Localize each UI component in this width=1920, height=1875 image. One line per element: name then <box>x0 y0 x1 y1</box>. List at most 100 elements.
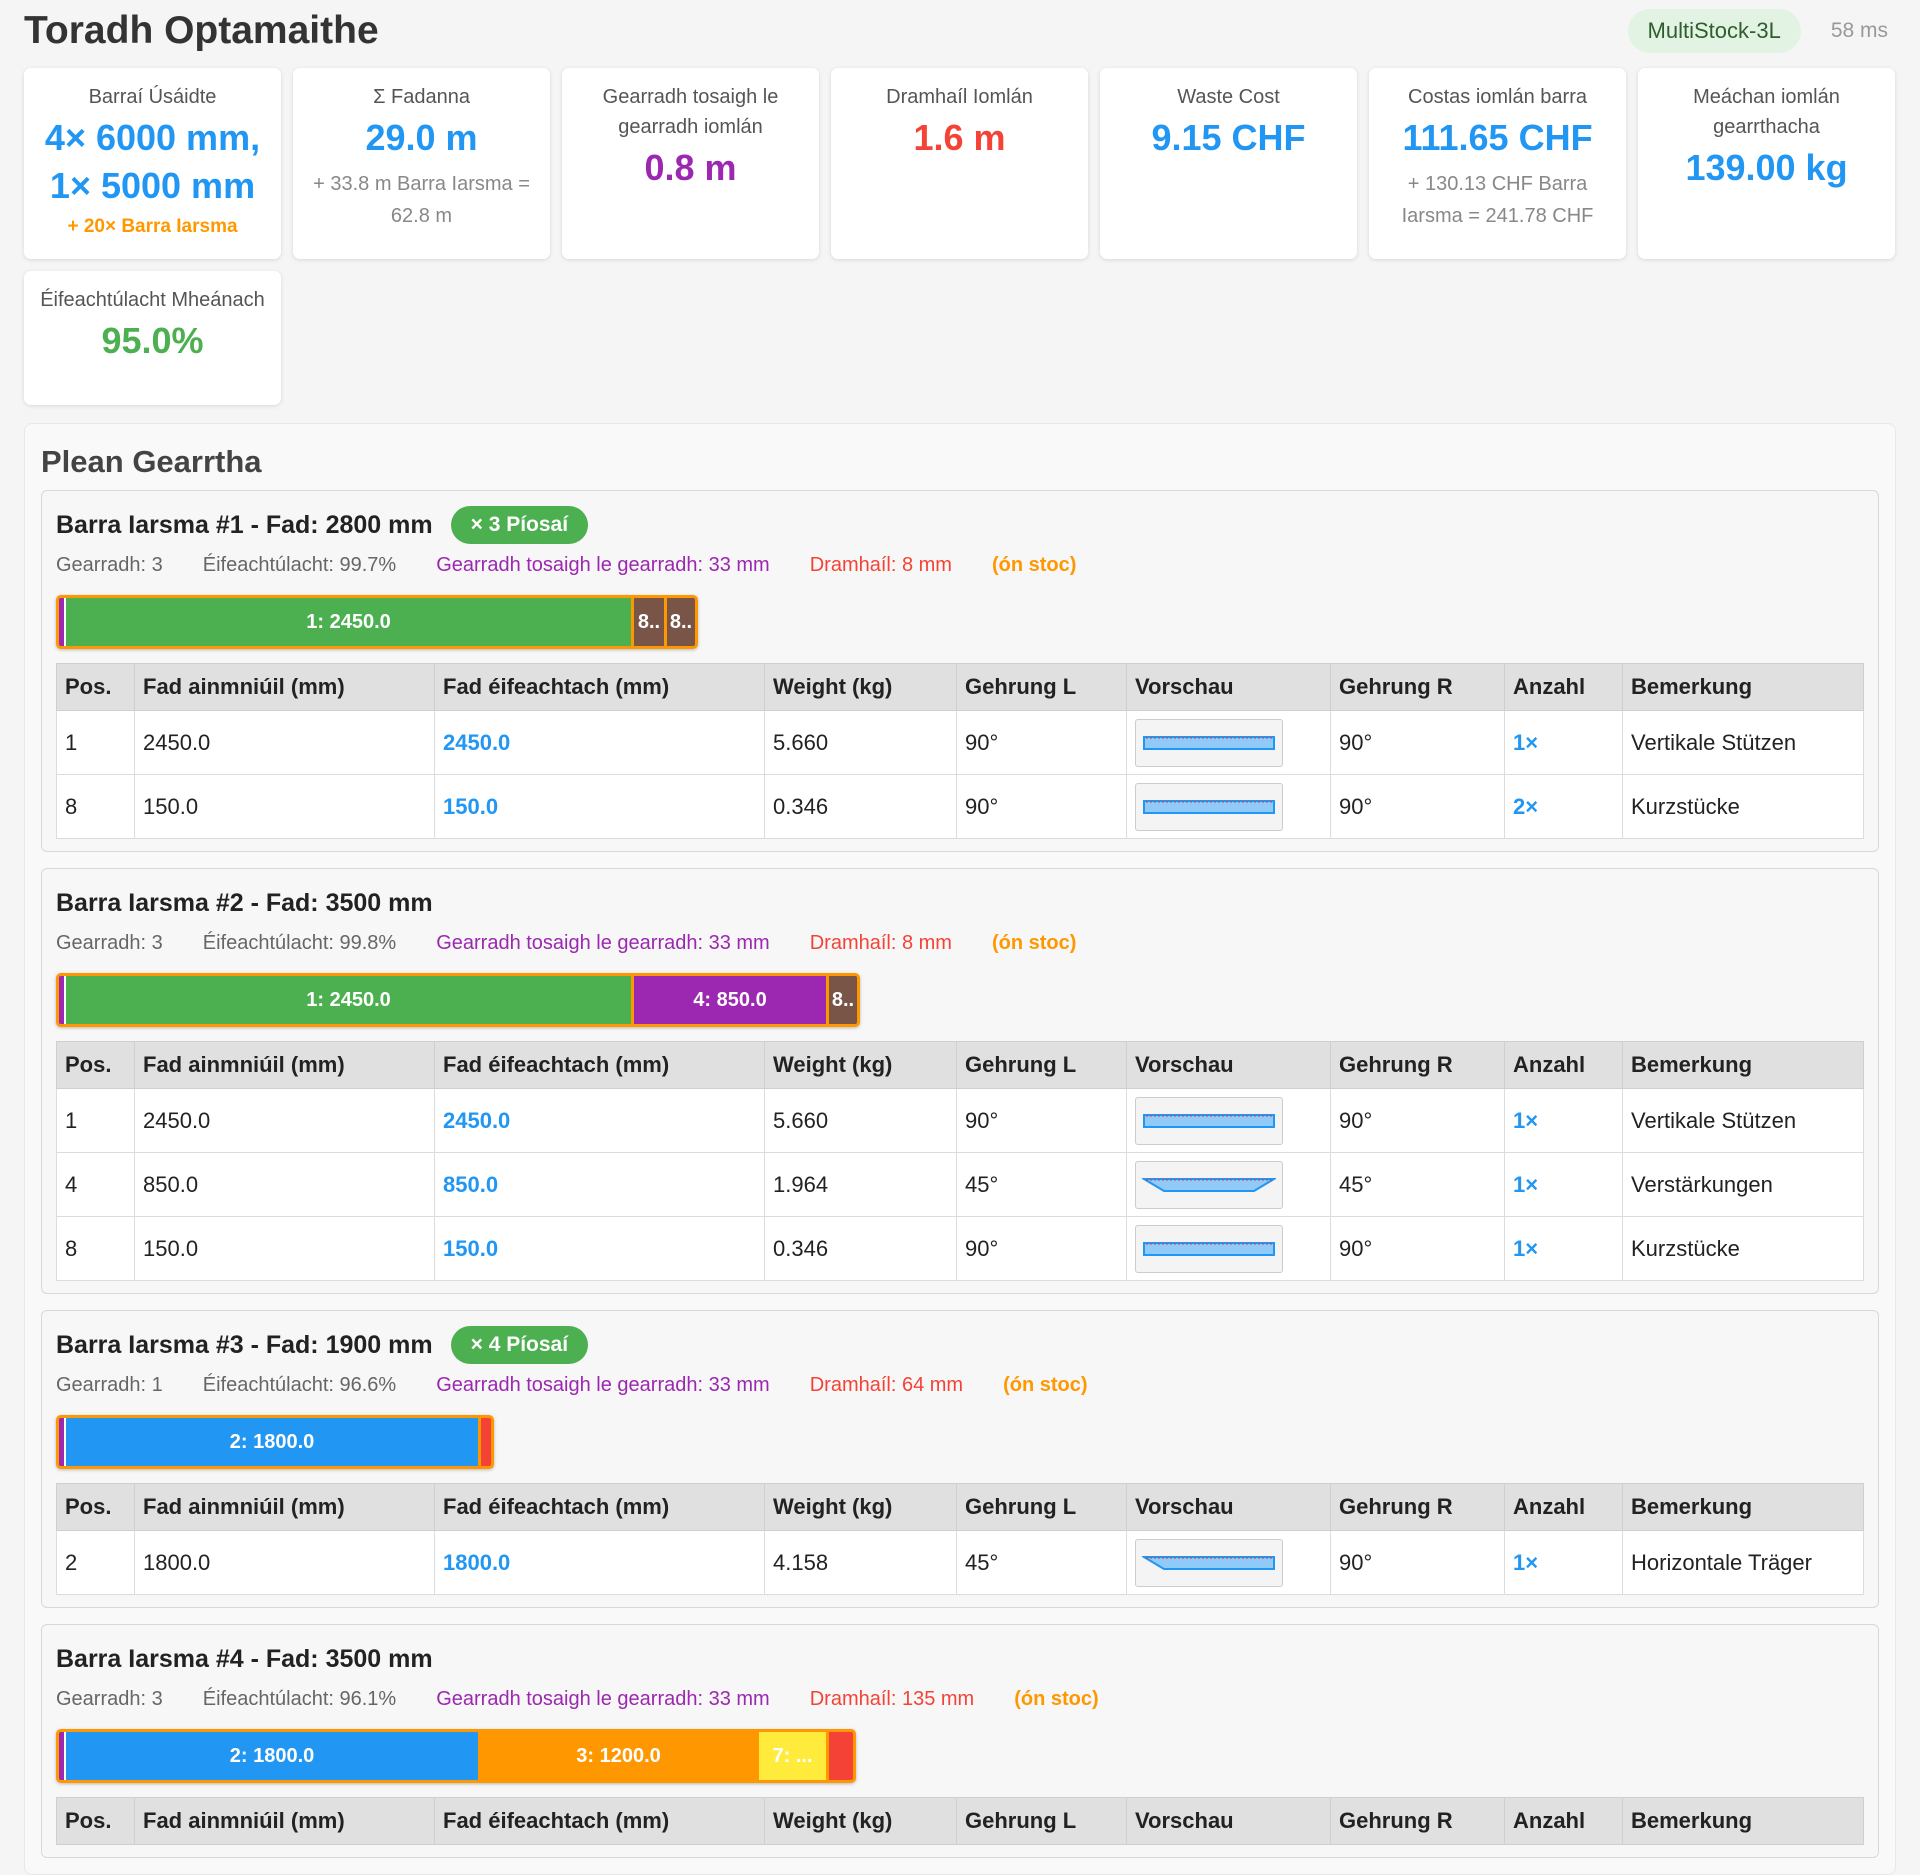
total-cost-value: 111.65 CHF <box>1402 117 1593 158</box>
waste-value: 1.6 m <box>913 117 1006 158</box>
column-header: Gehrung L <box>956 1041 1127 1089</box>
nominal-length-cell: 2450.0 <box>134 710 435 775</box>
profile-preview <box>1135 782 1283 831</box>
cuts-count: Gearradh: 3 <box>56 1687 163 1710</box>
effective-length-cell: 150.0 <box>434 1216 765 1281</box>
count-cell: 1× <box>1504 710 1623 775</box>
column-header: Gehrung R <box>1330 1797 1505 1845</box>
weight-value: 139.00 kg <box>1685 147 1848 188</box>
preview-cell <box>1126 1088 1331 1153</box>
column-header: Weight (kg) <box>764 1041 957 1089</box>
bars-used-line2: 1× 5000 mm <box>49 165 256 206</box>
bar-header: Barra Iarsma #2 - Fad: 3500 mm <box>56 883 1864 923</box>
preview-cell <box>1126 1152 1331 1217</box>
column-header: Fad ainmniúil (mm) <box>134 1797 435 1845</box>
weight-cell: 5.660 <box>764 710 957 775</box>
effective-length-cell: 1800.0 <box>434 1530 765 1595</box>
weight-card: Meáchan iomlán gearrthacha 139.00 kg <box>1638 68 1895 259</box>
bar-visualization: 2: 1800.0 <box>56 1415 494 1469</box>
piece-segment: 2: 1800.0 <box>66 1418 481 1466</box>
miter-left-cell: 90° <box>956 710 1127 775</box>
miter-left-cell: 90° <box>956 774 1127 839</box>
profile-shape <box>1142 1177 1276 1192</box>
efficiency-label: Éifeachtúlacht Mheánach <box>40 289 265 311</box>
profile-preview <box>1135 718 1283 767</box>
waste-cost-label: Waste Cost <box>1177 86 1280 108</box>
preview-cell <box>1126 1216 1331 1281</box>
nominal-length-cell: 150.0 <box>134 1216 435 1281</box>
bar-efficiency: Éifeachtúlacht: 99.8% <box>202 931 397 954</box>
kerf-start-marker <box>59 976 66 1024</box>
bars-used-card: Barraí Úsáidte 4× 6000 mm, 1× 5000 mm + … <box>24 68 281 259</box>
column-header: Vorschau <box>1126 1797 1331 1845</box>
waste-segment <box>829 1732 853 1780</box>
kerf-label: Gearradh tosaigh le gearradh iomlán <box>602 86 779 138</box>
column-header: Bemerkung <box>1622 1483 1864 1531</box>
column-header: Fad éifeachtach (mm) <box>434 1483 765 1531</box>
profile-shape <box>1143 1241 1275 1256</box>
bar-waste: Dramhaíl: 8 mm <box>809 931 952 954</box>
column-header: Fad éifeachtach (mm) <box>434 1797 765 1845</box>
column-header: Gehrung R <box>1330 1483 1505 1531</box>
kerf-start-marker <box>59 598 66 646</box>
column-header: Fad ainmniúil (mm) <box>134 663 435 711</box>
count-cell: 1× <box>1504 1088 1623 1153</box>
kerf-start-marker <box>59 1418 66 1466</box>
count-cell: 1× <box>1504 1530 1623 1595</box>
piece-segment: 8.. <box>829 976 857 1024</box>
pieces-table: Pos. Fad ainmniúil (mm) Fad éifeachtach (m… <box>56 1041 1864 1281</box>
bar-header: Barra Iarsma #1 - Fad: 2800 mm × 3 Píosaí <box>56 505 1864 545</box>
piece-segment: 2: 1800.0 <box>66 1732 481 1780</box>
remnant-bar-section: Barra Iarsma #1 - Fad: 2800 mm × 3 Píosaí… <box>41 490 1879 852</box>
column-header: Fad ainmniúil (mm) <box>134 1483 435 1531</box>
waste-cost-card: Waste Cost 9.15 CHF <box>1100 68 1357 259</box>
column-header: Gehrung L <box>956 1797 1127 1845</box>
pieces-table: Pos. Fad ainmniúil (mm) Fad éifeachtach (m… <box>56 663 1864 839</box>
table-header-row: Pos. Fad ainmniúil (mm) Fad éifeachtach (m… <box>56 663 1864 711</box>
remnant-bar-section: Barra Iarsma #2 - Fad: 3500 mm Gearradh: … <box>41 868 1879 1294</box>
profile-preview <box>1135 1538 1283 1587</box>
count-cell: 1× <box>1504 1216 1623 1281</box>
cuts-count: Gearradh: 1 <box>56 1373 163 1396</box>
waste-label: Dramhaíl Iomlán <box>886 86 1033 108</box>
table-row: 8 150.0 150.0 0.346 90° 90° 2× Kurzstücke <box>56 774 1864 839</box>
table-row: 1 2450.0 2450.0 5.660 90° 90° 1× Vertikale Stüt… <box>56 1088 1864 1153</box>
pos-cell: 2 <box>56 1530 135 1595</box>
pos-cell: 8 <box>56 774 135 839</box>
bar-efficiency: Éifeachtúlacht: 96.6% <box>202 1373 397 1396</box>
lengths-card: Σ Fadanna 29.0 m + 33.8 m Barra Iarsma =… <box>293 68 550 259</box>
lengths-sub: + 33.8 m Barra Iarsma = 62.8 m <box>313 173 530 227</box>
column-header: Fad ainmniúil (mm) <box>134 1041 435 1089</box>
column-header: Gehrung L <box>956 663 1127 711</box>
pos-cell: 1 <box>56 1088 135 1153</box>
waste-cost-value: 9.15 CHF <box>1151 117 1306 158</box>
bars-list: Barra Iarsma #1 - Fad: 2800 mm × 3 Píosaí… <box>41 490 1879 1858</box>
pos-cell: 1 <box>56 710 135 775</box>
pieces-table: Pos. Fad ainmniúil (mm) Fad éifeachtach (m… <box>56 1483 1864 1595</box>
piece-segment: 1: 2450.0 <box>66 976 634 1024</box>
miter-left-cell: 45° <box>956 1152 1127 1217</box>
efficiency-value: 95.0% <box>101 320 204 361</box>
profile-shape <box>1143 735 1275 750</box>
pos-cell: 4 <box>56 1152 135 1217</box>
bar-title: Barra Iarsma #1 - Fad: 2800 mm <box>56 510 433 539</box>
table-row: 8 150.0 150.0 0.346 90° 90° 1× Kurzstücke <box>56 1216 1864 1281</box>
weight-cell: 1.964 <box>764 1152 957 1217</box>
nominal-length-cell: 1800.0 <box>134 1530 435 1595</box>
bar-waste: Dramhaíl: 135 mm <box>809 1687 975 1710</box>
bar-title: Barra Iarsma #4 - Fad: 3500 mm <box>56 1644 433 1673</box>
column-header: Anzahl <box>1504 663 1623 711</box>
bar-meta: Gearradh: 3 Éifeachtúlacht: 99.7% Gearradh… <box>56 549 1864 581</box>
preview-cell <box>1126 774 1331 839</box>
bar-visualization: 1: 2450.0 8.. 8.. <box>56 595 698 649</box>
profile-preview <box>1135 1096 1283 1145</box>
bar-title: Barra Iarsma #2 - Fad: 3500 mm <box>56 888 433 917</box>
kerf-start-marker <box>59 1732 66 1780</box>
total-cost-sub: + 130.13 CHF Barra Iarsma = 241.78 CHF <box>1401 173 1594 227</box>
nominal-length-cell: 850.0 <box>134 1152 435 1217</box>
note-cell: Kurzstücke <box>1622 1216 1864 1281</box>
note-cell: Kurzstücke <box>1622 774 1864 839</box>
weight-label: Meáchan iomlán gearrthacha <box>1693 86 1840 138</box>
remnant-bar-section: Barra Iarsma #3 - Fad: 1900 mm × 4 Píosaí… <box>41 1310 1879 1608</box>
table-header-row: Pos. Fad ainmniúil (mm) Fad éifeachtach (m… <box>56 1797 1864 1845</box>
